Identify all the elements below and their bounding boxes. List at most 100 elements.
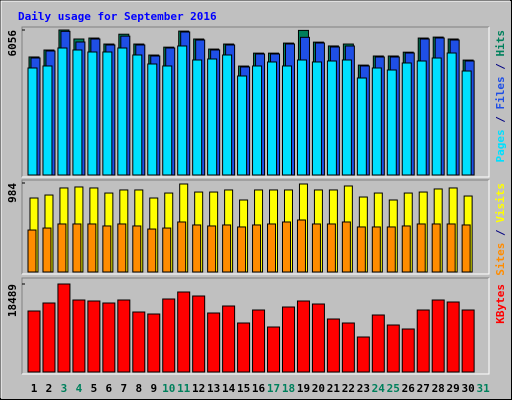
bar xyxy=(326,60,337,176)
bar xyxy=(252,65,263,176)
x-tick-label: 22 xyxy=(342,382,355,395)
legend-separator: / xyxy=(494,223,507,243)
panel-bevel xyxy=(22,278,490,375)
x-tick-label: 11 xyxy=(177,382,191,395)
legend: KBytes xyxy=(494,284,507,324)
bar xyxy=(57,283,71,373)
bar xyxy=(416,309,430,373)
y-tick-label: 984 xyxy=(6,183,19,203)
bar xyxy=(237,322,251,373)
x-tick-label: 12 xyxy=(192,382,205,395)
bar xyxy=(177,45,188,176)
bar xyxy=(341,221,351,273)
bar xyxy=(87,223,97,273)
bar xyxy=(446,301,460,373)
bar xyxy=(117,47,128,176)
bar xyxy=(386,324,400,373)
x-tick-label: 28 xyxy=(432,382,445,395)
legend-separator: / xyxy=(494,57,507,77)
x-tick-label: 24 xyxy=(372,382,386,395)
bar xyxy=(177,291,191,373)
x-tick-label: 7 xyxy=(121,382,128,395)
bar xyxy=(102,225,112,273)
x-tick-label: 21 xyxy=(327,382,341,395)
panel-bevel xyxy=(22,27,490,178)
bar xyxy=(416,60,427,176)
bar xyxy=(371,226,381,273)
x-tick-label: 31 xyxy=(476,382,490,395)
panel-bevel xyxy=(21,277,489,374)
legend-entry: Sites xyxy=(494,243,507,276)
bar xyxy=(356,77,367,176)
bar xyxy=(431,299,445,373)
bar xyxy=(267,326,281,373)
legend-entry: Files xyxy=(494,76,507,109)
legend-entry: Pages xyxy=(494,129,507,162)
bar xyxy=(371,314,385,373)
x-tick-label: 25 xyxy=(387,382,400,395)
bar xyxy=(281,221,291,273)
bar xyxy=(102,302,116,373)
x-tick-label: 2 xyxy=(46,382,53,395)
bar xyxy=(147,228,157,273)
bar xyxy=(356,226,366,273)
x-tick-label: 27 xyxy=(417,382,430,395)
bar xyxy=(267,223,277,273)
bar xyxy=(192,295,206,373)
x-tick-label: 23 xyxy=(357,382,370,395)
x-tick-label: 4 xyxy=(76,382,83,395)
bar xyxy=(87,300,101,373)
bar xyxy=(147,313,161,373)
bar xyxy=(237,75,248,176)
bar xyxy=(341,322,355,373)
x-tick-label: 20 xyxy=(312,382,325,395)
bar xyxy=(27,310,41,373)
bar xyxy=(431,57,442,176)
x-tick-label: 26 xyxy=(402,382,416,395)
x-tick-label: 1 xyxy=(31,382,38,395)
bar xyxy=(252,224,262,273)
bar xyxy=(416,223,426,273)
legend-entry: KBytes xyxy=(494,284,507,324)
bar xyxy=(27,67,38,176)
bar xyxy=(42,302,56,373)
x-tick-label: 5 xyxy=(91,382,98,395)
bar xyxy=(177,221,187,273)
bar xyxy=(42,65,53,176)
bar xyxy=(461,70,472,176)
bar xyxy=(281,65,292,176)
y-tick-label: 6056 xyxy=(6,30,19,57)
x-tick-label: 29 xyxy=(447,382,460,395)
panel-bevel xyxy=(21,26,489,177)
legend: Pages / Files / Hits xyxy=(494,30,507,163)
bar xyxy=(207,58,218,176)
bar xyxy=(401,62,412,176)
bar xyxy=(252,309,266,373)
bar xyxy=(72,223,82,273)
x-tick-label: 8 xyxy=(135,382,142,395)
x-tick-label: 14 xyxy=(222,382,236,395)
legend: Sites / Visits xyxy=(494,183,507,276)
bar xyxy=(446,52,457,176)
bar xyxy=(72,49,83,176)
bar xyxy=(57,47,68,176)
x-tick-label: 19 xyxy=(297,382,310,395)
x-tick-label: 3 xyxy=(61,382,68,395)
bar xyxy=(356,336,370,373)
bar xyxy=(386,69,397,176)
bar xyxy=(326,223,336,273)
bar xyxy=(446,223,456,273)
bar xyxy=(42,227,52,273)
bar xyxy=(162,227,172,273)
bar xyxy=(401,328,415,373)
bar xyxy=(222,305,236,373)
bar xyxy=(431,223,441,273)
bar xyxy=(117,223,127,273)
x-tick-label: 10 xyxy=(162,382,175,395)
legend-entry: Visits xyxy=(494,183,507,223)
bar xyxy=(311,303,325,373)
x-tick-label: 17 xyxy=(267,382,280,395)
bar xyxy=(461,224,471,273)
